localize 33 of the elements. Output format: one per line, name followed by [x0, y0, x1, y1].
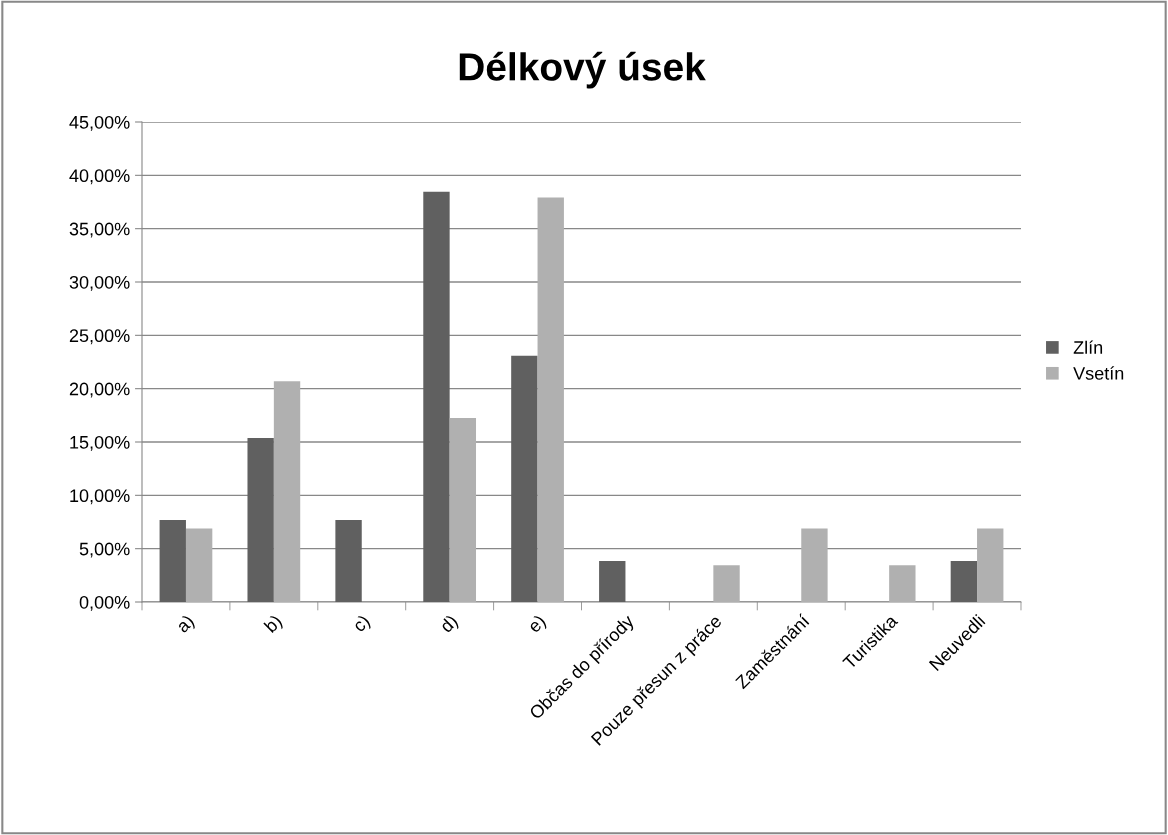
x-tick-label: d) — [438, 613, 461, 636]
y-tick-label: 5,00% — [79, 542, 130, 558]
y-tick-label: 45,00% — [69, 115, 130, 131]
bar — [159, 519, 186, 602]
bar — [537, 197, 564, 602]
bar — [449, 418, 477, 602]
x-tick-label: c) — [351, 613, 373, 636]
y-tick-label: 15,00% — [70, 435, 130, 451]
bar — [889, 565, 916, 602]
x-tick-label: a) — [175, 613, 198, 636]
y-tick-label: 30,00% — [69, 275, 130, 291]
bar — [977, 528, 1004, 602]
y-tick-label: 0,00% — [79, 595, 130, 611]
chart-title: Délkový úsek — [459, 51, 706, 89]
x-tick-label: b) — [263, 613, 285, 636]
bar — [247, 437, 274, 602]
bar — [801, 528, 828, 602]
y-tick-label: 40,00% — [69, 169, 130, 185]
bar — [335, 519, 362, 602]
bar — [713, 565, 740, 602]
bar — [599, 560, 626, 602]
legend-label: Vsetín — [1073, 366, 1124, 380]
legend-label: Zlín — [1073, 340, 1103, 354]
y-tick-label: 20,00% — [69, 382, 130, 398]
bar — [273, 381, 301, 602]
bar — [511, 355, 538, 602]
y-tick-label: 35,00% — [69, 222, 130, 238]
y-tick-label: 25,00% — [69, 329, 130, 345]
x-tick-label: e) — [526, 613, 549, 636]
bar — [185, 528, 213, 602]
y-tick-label: 10,00% — [70, 489, 130, 505]
bar — [423, 191, 450, 602]
bar — [950, 560, 978, 602]
